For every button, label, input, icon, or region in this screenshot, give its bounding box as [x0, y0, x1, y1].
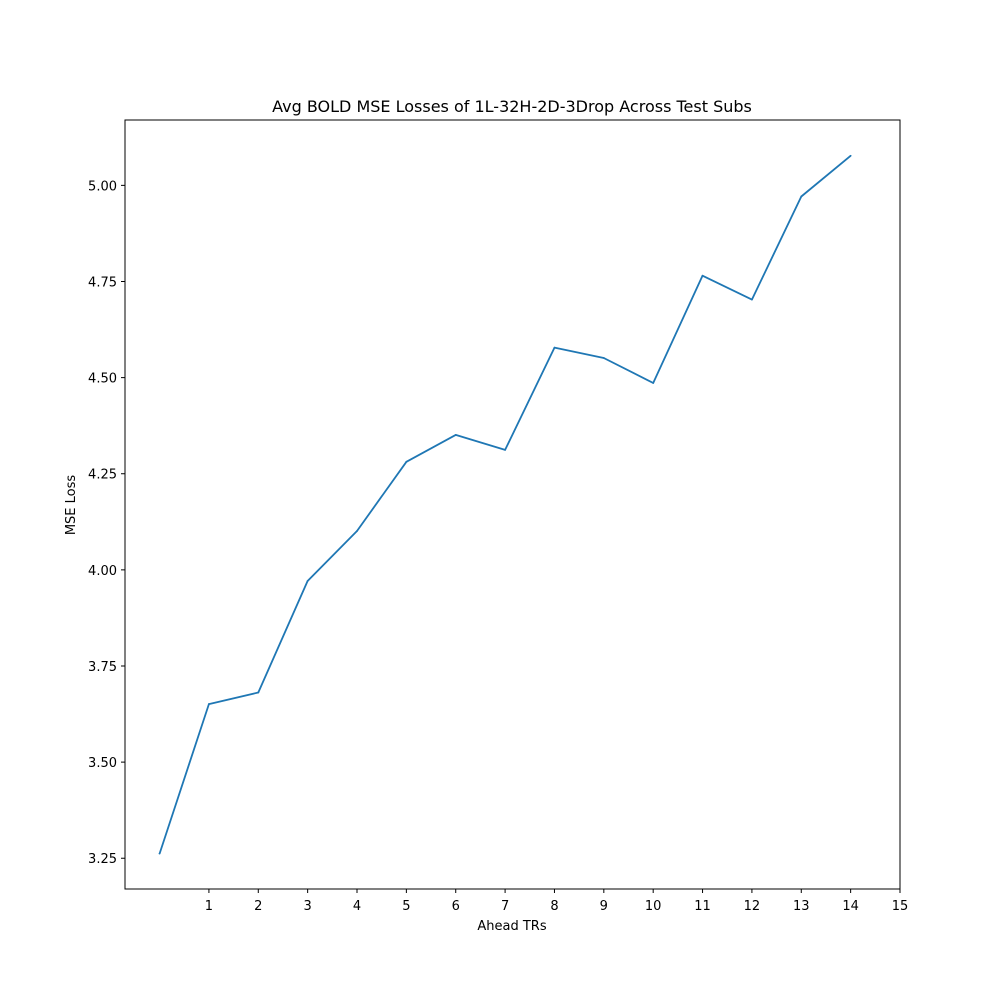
data-point	[158, 852, 161, 855]
y-tick-label: 4.00	[88, 564, 117, 579]
x-tick-label: 15	[892, 899, 909, 914]
data-point	[356, 530, 358, 532]
x-tick-label: 10	[645, 899, 662, 914]
x-tick-label: 5	[402, 899, 410, 914]
data-point	[602, 357, 605, 359]
x-tick-label: 6	[452, 899, 460, 914]
y-tick-label: 3.75	[88, 660, 117, 675]
y-axis-label: MSE Loss	[64, 475, 79, 536]
data-point	[800, 195, 803, 198]
x-tick-label: 11	[694, 899, 711, 914]
data-point	[257, 691, 260, 694]
data-point	[454, 434, 457, 436]
chart-title: Avg BOLD MSE Losses of 1L-32H-2D-3Drop A…	[272, 97, 752, 116]
data-point	[849, 154, 852, 157]
data-point	[701, 274, 704, 277]
data-point	[751, 298, 753, 301]
data-point	[504, 449, 506, 451]
plot-frame	[124, 119, 901, 890]
data-point	[652, 382, 655, 384]
x-tick-label: 1	[205, 899, 213, 914]
y-tick-label: 4.75	[88, 275, 117, 290]
y-tick-label: 4.25	[88, 468, 117, 483]
x-tick-label: 8	[550, 899, 558, 914]
x-tick-label: 9	[600, 899, 608, 914]
x-tick-label: 4	[353, 899, 361, 914]
y-tick-label: 3.50	[88, 756, 117, 771]
data-point	[208, 703, 210, 705]
data-point	[306, 580, 309, 582]
x-tick-label: 2	[254, 899, 262, 914]
data-point	[405, 460, 408, 463]
x-tick-label: 12	[744, 899, 761, 914]
x-axis-label: Ahead TRs	[477, 919, 546, 934]
data-point	[553, 346, 556, 349]
y-tick-label: 5.00	[88, 179, 117, 194]
x-tick-label: 14	[842, 899, 859, 914]
y-tick-label: 4.50	[88, 372, 117, 387]
y-tick-label: 3.25	[88, 852, 117, 867]
x-tick-label: 3	[304, 899, 312, 914]
x-tick-label: 7	[501, 899, 509, 914]
x-tick-label: 13	[793, 899, 810, 914]
